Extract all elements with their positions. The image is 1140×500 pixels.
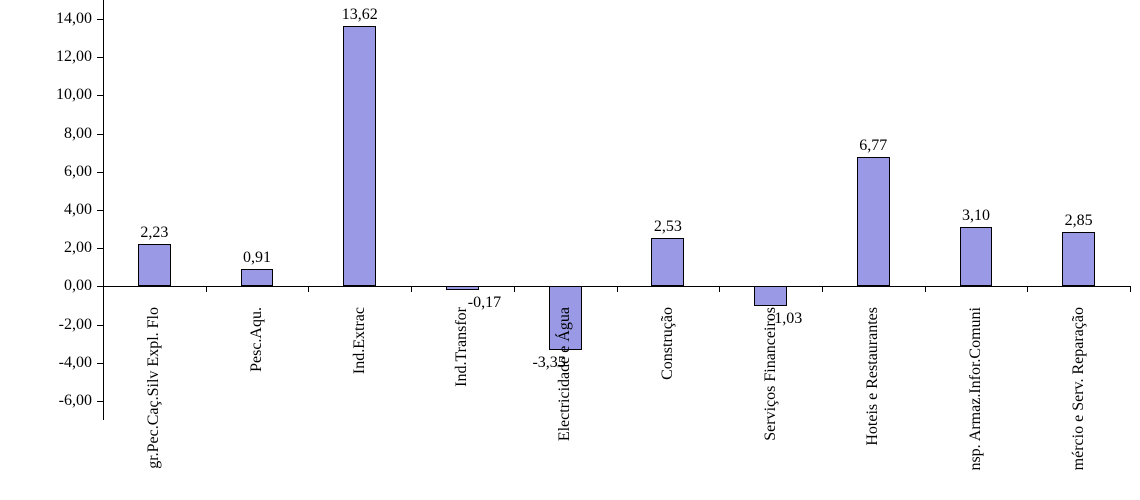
y-axis (103, 0, 104, 420)
x-tick-mark (719, 286, 720, 292)
y-tick-mark (97, 19, 103, 20)
y-tick-mark (97, 57, 103, 58)
x-category-label: Electricidade e Água (556, 307, 574, 500)
x-category-label: Pesc.Aqu. (248, 307, 266, 500)
y-tick-label: -2,00 (59, 316, 92, 334)
bar-value-label: 2,85 (1065, 212, 1093, 230)
x-tick-mark (514, 286, 515, 292)
y-tick-mark (97, 95, 103, 96)
bar (960, 227, 993, 286)
y-tick-label: 10,00 (56, 86, 92, 104)
bar (446, 286, 479, 289)
x-tick-mark (925, 286, 926, 292)
bar-value-label: 2,23 (140, 224, 168, 242)
bar (651, 238, 684, 286)
x-category-label: Serviços Financeiros (762, 307, 780, 500)
y-tick-mark (97, 248, 103, 249)
x-tick-mark (206, 286, 207, 292)
x-tick-mark (1130, 286, 1131, 292)
x-tick-mark (308, 286, 309, 292)
y-tick-mark (97, 172, 103, 173)
bar-value-label: 6,77 (859, 137, 887, 155)
x-category-label: mércio e Serv. Reparação (1070, 307, 1088, 500)
bar-value-label: -0,17 (468, 294, 501, 312)
y-tick-label: 2,00 (64, 239, 92, 257)
y-tick-label: -6,00 (59, 392, 92, 410)
bar-value-label: 13,62 (342, 6, 378, 24)
x-category-label: Hoteis e Restaurantes (864, 307, 882, 500)
x-tick-mark (1027, 286, 1028, 292)
bar (857, 157, 890, 286)
bar-chart: -6,00 -4,00 -2,00 0,00 2,00 4,00 6,00 8,00 10,00… (0, 0, 1140, 500)
y-tick-label: 12,00 (56, 48, 92, 66)
y-tick-mark (97, 401, 103, 402)
bar (343, 26, 376, 286)
x-tick-mark (822, 286, 823, 292)
x-tick-mark (411, 286, 412, 292)
y-tick-label: 6,00 (64, 163, 92, 181)
bar (1062, 232, 1095, 286)
y-tick-mark (97, 325, 103, 326)
y-tick-label: 8,00 (64, 125, 92, 143)
y-tick-mark (97, 210, 103, 211)
y-tick-label: 0,00 (64, 277, 92, 295)
bar (754, 286, 787, 306)
bar-value-label: 2,53 (654, 218, 682, 236)
bar-value-label: 3,10 (962, 207, 990, 225)
y-tick-label: 14,00 (56, 10, 92, 28)
x-category-label: Ind.Transfor (453, 307, 471, 500)
x-category-label: Construção (659, 307, 677, 500)
x-category-label: nsp. Armaz.Infor.Comuni (967, 307, 985, 500)
x-tick-mark (103, 286, 104, 292)
bar (138, 244, 171, 287)
y-tick-label: 4,00 (64, 201, 92, 219)
bar (241, 269, 274, 286)
bar-value-label: 0,91 (243, 249, 271, 267)
x-category-label: Ind.Extrac (351, 307, 369, 500)
y-tick-mark (97, 363, 103, 364)
y-tick-mark (97, 134, 103, 135)
x-tick-mark (617, 286, 618, 292)
x-category-label: gr.Pec.Caç.Silv Expl. Flo (145, 307, 163, 500)
y-tick-label: -4,00 (59, 354, 92, 372)
